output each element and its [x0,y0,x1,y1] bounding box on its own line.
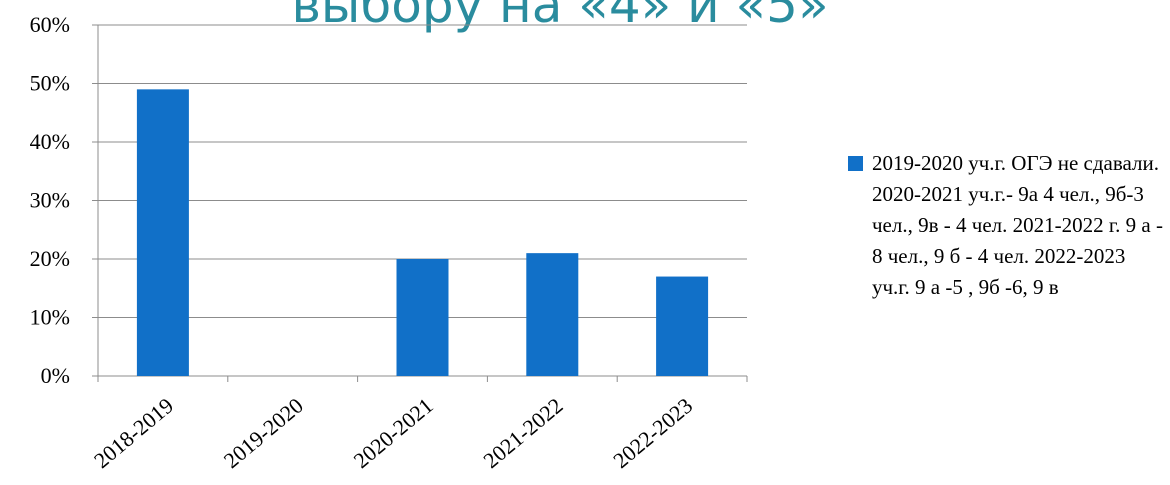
bar [396,259,449,376]
chart-title: выбору на «4» и «5» [291,0,828,34]
x-tick-label: 2019-2020 [219,393,308,473]
bar [656,276,709,376]
legend-label: 2019-2020 уч.г. ОГЭ не сдавали. 2020-202… [872,151,1163,299]
bar [526,253,579,376]
y-tick-label: 0% [41,363,70,388]
y-tick-label: 60% [30,12,70,37]
legend-swatch [848,156,863,171]
y-tick-label: 40% [30,129,70,154]
x-tick-label: 2022-2023 [608,393,697,473]
x-tick-label: 2020-2021 [349,393,438,473]
y-tick-label: 30% [30,188,70,213]
x-tick-label: 2018-2019 [89,393,178,473]
x-tick-label: 2021-2022 [478,393,567,473]
bar [136,89,189,376]
y-tick-label: 20% [30,246,70,271]
y-tick-label: 10% [30,305,70,330]
y-tick-label: 50% [30,71,70,96]
legend: 2019-2020 уч.г. ОГЭ не сдавали. 2020-202… [848,148,1168,303]
